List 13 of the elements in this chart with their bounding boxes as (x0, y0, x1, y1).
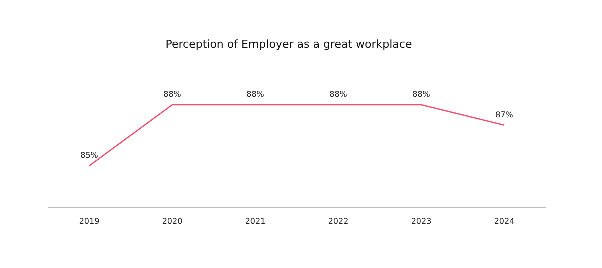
x-tick-label: 2021 (245, 217, 266, 226)
x-tick-label: 2020 (162, 217, 183, 226)
x-tick-label: 2022 (328, 217, 349, 226)
data-label: 88% (246, 90, 265, 99)
data-label: 85% (80, 151, 99, 160)
data-label: 88% (330, 90, 348, 99)
data-label: 88% (164, 90, 182, 99)
chart-title: Perception of Employer as a great workplace (166, 38, 412, 51)
data-label: 87% (496, 110, 514, 120)
x-tick-label: 2019 (79, 217, 100, 226)
x-tick-label: 2023 (411, 217, 432, 226)
data-label: 88% (412, 90, 431, 99)
x-tick-label: 2024 (494, 217, 515, 226)
